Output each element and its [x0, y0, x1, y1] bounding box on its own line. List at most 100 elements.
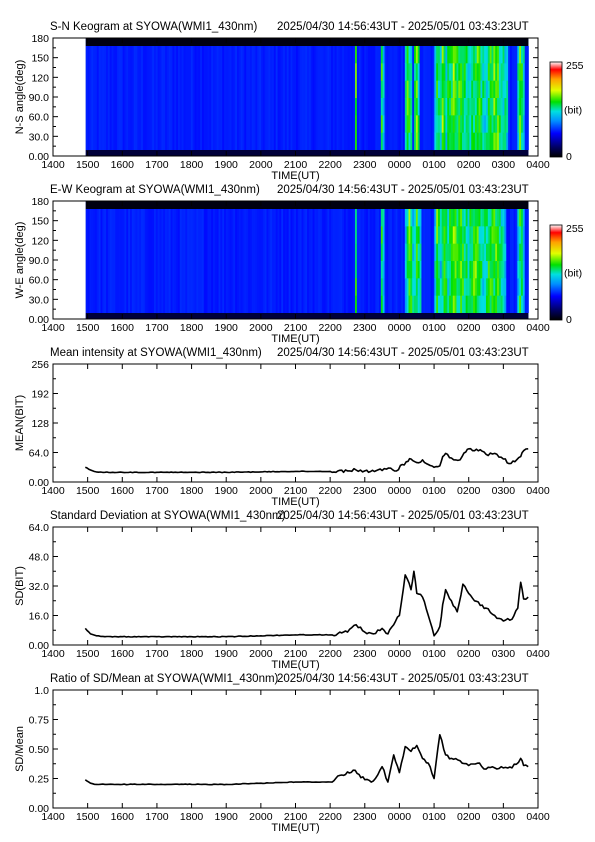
keogram-column: [135, 209, 138, 313]
keogram-column: [439, 209, 443, 227]
keogram-column: [290, 46, 293, 150]
keogram-column: [443, 226, 446, 245]
keogram-column: [408, 115, 411, 134]
keogram-column: [493, 243, 496, 262]
keogram-column: [353, 46, 356, 150]
keogram-column: [380, 226, 384, 245]
keogram-column: [414, 132, 417, 151]
keogram-column: [419, 278, 422, 297]
keogram-column: [355, 226, 358, 245]
x-tick-label: 1900: [215, 648, 239, 660]
keogram-column: [260, 46, 264, 150]
keogram-column: [382, 295, 385, 314]
keogram-column: [321, 46, 325, 150]
y-tick-label: 48.0: [29, 552, 50, 564]
keogram-column: [161, 209, 164, 313]
keogram-column: [439, 98, 443, 116]
keogram-column: [467, 132, 470, 151]
keogram-column: [404, 98, 408, 116]
keogram-column: [410, 63, 413, 82]
keogram-column: [462, 295, 465, 314]
keogram-column: [404, 80, 408, 99]
keogram-column: [485, 261, 489, 279]
keogram-column: [410, 243, 413, 262]
keogram-column: [482, 80, 485, 99]
keogram-column: [460, 63, 463, 82]
keogram-column: [502, 278, 505, 297]
keogram-column: [375, 209, 378, 313]
keogram-column: [508, 209, 511, 313]
colorbar-max-label: 255: [566, 60, 584, 72]
x-tick-label: 2200: [318, 648, 342, 660]
keogram-column: [482, 261, 485, 279]
keogram-column: [417, 46, 420, 64]
keogram-column: [170, 209, 173, 313]
keogram-column: [489, 63, 492, 82]
keogram-column: [227, 209, 231, 313]
keogram-column: [275, 46, 278, 150]
keogram-column: [478, 261, 481, 279]
keogram-column: [216, 46, 219, 150]
keogram-column: [417, 278, 420, 297]
keogram-column: [406, 243, 409, 262]
keogram-column: [473, 295, 476, 314]
keogram-column: [495, 115, 498, 134]
x-tick-label: 0100: [422, 159, 446, 171]
keogram-column: [443, 209, 446, 227]
keogram-column: [497, 132, 500, 151]
keogram-column: [214, 209, 218, 313]
keogram-column: [467, 278, 470, 297]
keogram-column: [163, 209, 166, 313]
keogram-column: [165, 209, 168, 313]
keogram-column: [474, 295, 478, 314]
keogram-column: [137, 209, 140, 313]
keogram-column: [238, 209, 242, 313]
keogram-column: [522, 46, 526, 64]
keogram-column: [489, 46, 492, 64]
keogram-column: [414, 115, 417, 134]
x-tick-label: 0000: [388, 648, 412, 660]
keogram-column: [224, 209, 227, 313]
keogram-column: [471, 98, 474, 116]
keogram-column: [491, 46, 494, 64]
y-tick-label: 60.0: [29, 112, 50, 124]
keogram-column: [277, 209, 280, 313]
keogram-column: [471, 115, 474, 134]
keogram-column: [126, 46, 129, 150]
keogram-column: [497, 80, 500, 99]
keogram-column: [391, 209, 395, 313]
keogram-column: [358, 209, 361, 313]
keogram-column: [485, 63, 489, 82]
keogram-column: [489, 278, 492, 297]
keogram-column: [447, 115, 450, 134]
keogram-column: [406, 80, 409, 99]
keogram-column: [497, 63, 500, 82]
keogram-column: [377, 46, 380, 150]
keogram-column: [380, 80, 384, 99]
keogram-column: [456, 278, 459, 297]
panel-title: Ratio of SD/Mean at SYOWA(WMI1_430nm): [50, 673, 279, 685]
x-axis-label: TIME(UT): [271, 659, 319, 671]
keogram-column: [463, 80, 467, 99]
keogram-column: [495, 295, 498, 314]
keogram-column: [495, 98, 498, 116]
keogram-column: [270, 46, 273, 150]
keogram-column: [450, 98, 454, 116]
y-tick-label: 128: [31, 418, 49, 430]
keogram-column: [417, 80, 420, 99]
keogram-column: [485, 98, 489, 116]
keogram-column: [412, 226, 415, 245]
panel-3: Mean intensity at SYOWA(WMI1_430nm) 2025/…: [14, 347, 550, 508]
keogram-column: [484, 278, 487, 297]
keogram-column: [406, 226, 409, 245]
keogram-column: [445, 243, 448, 262]
keogram-column: [473, 115, 476, 134]
keogram-column: [491, 295, 494, 314]
keogram-column: [347, 209, 350, 313]
keogram-column: [404, 295, 408, 314]
keogram-column: [447, 278, 450, 297]
keogram-column: [438, 46, 441, 64]
keogram-column: [373, 46, 376, 150]
y-tick-label: 150: [31, 216, 49, 228]
x-tick-label: 2100: [284, 811, 308, 823]
